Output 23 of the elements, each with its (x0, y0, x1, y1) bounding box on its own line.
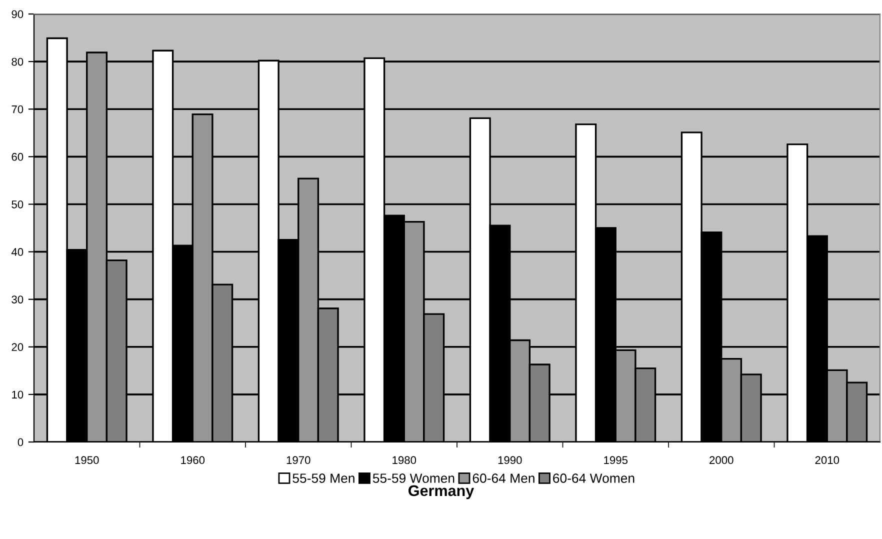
legend-label: 55-59 Men (292, 474, 354, 483)
legend-label: 60-64 Men (472, 474, 534, 483)
x-tick-label: 1950 (75, 456, 99, 464)
legend-label: 55-59 Women (372, 474, 454, 483)
y-tick-label: 0 (18, 438, 24, 446)
y-tick-label: 40 (11, 248, 24, 256)
x-tick-label: 2010 (815, 456, 840, 464)
x-tick-label: 1980 (392, 456, 416, 464)
y-tick-label: 90 (12, 10, 24, 18)
x-tick-label: 1995 (604, 456, 628, 464)
y-tick-label: 20 (12, 343, 24, 352)
legend-label: 60-64 Women (553, 474, 634, 483)
y-tick-label: 80 (12, 58, 24, 66)
x-tick-label: 1960 (181, 456, 205, 464)
y-tick-label: 60 (12, 152, 24, 161)
y-tick-label: 50 (12, 200, 24, 208)
y-tick-label: 30 (12, 296, 24, 304)
y-tick-label: 10 (12, 390, 24, 399)
x-tick-label: 2000 (710, 456, 734, 464)
x-tick-label: 1990 (498, 456, 522, 464)
text: Germany (408, 485, 474, 500)
y-tick-label: 70 (12, 105, 24, 114)
x-tick-label: 1970 (286, 456, 310, 464)
